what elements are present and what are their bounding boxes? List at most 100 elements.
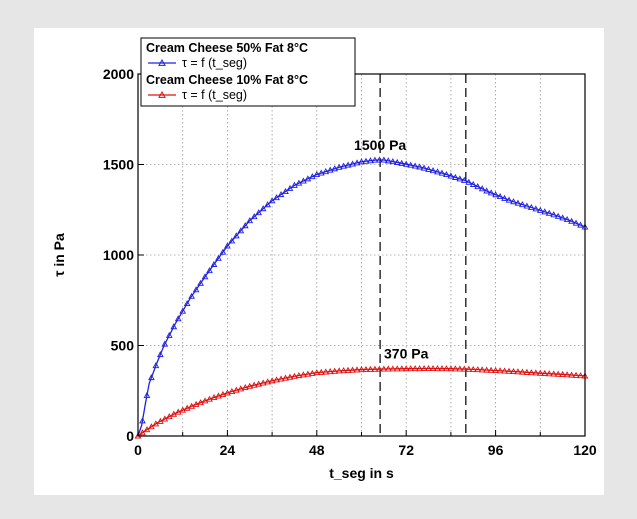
x-tick-label: 0 (134, 442, 142, 458)
data-point-marker (443, 365, 450, 372)
data-point-marker (353, 159, 361, 166)
data-point-marker (384, 157, 392, 164)
data-point-marker (170, 323, 178, 330)
data-point-marker (179, 307, 187, 314)
legend-series-sublabel: τ = f (t_seg) (182, 88, 247, 102)
data-point-marker (407, 365, 415, 372)
data-point-marker (407, 161, 415, 168)
data-point-marker (514, 368, 522, 375)
data-point-marker (331, 367, 339, 374)
data-point-marker (277, 375, 285, 382)
data-point-marker (344, 161, 352, 168)
data-point-marker (577, 372, 584, 379)
data-point-marker (358, 158, 365, 165)
data-point-marker (483, 366, 491, 373)
data-point-marker (192, 286, 200, 293)
data-point-marker (384, 365, 392, 372)
data-point-marker (174, 408, 182, 415)
data-point-marker (282, 374, 289, 381)
data-point-marker (188, 292, 196, 299)
data-point-marker (197, 279, 204, 286)
data-point-marker (188, 402, 196, 409)
data-point-marker (425, 165, 432, 172)
data-point-marker (523, 368, 531, 375)
data-point-marker (282, 187, 289, 194)
data-point-marker (308, 369, 316, 376)
data-point-marker (456, 365, 464, 372)
data-point-marker (326, 368, 334, 375)
data-point-marker (210, 260, 218, 267)
data-point-marker (268, 377, 276, 384)
data-point-marker (300, 371, 307, 378)
data-point-marker (362, 365, 370, 372)
data-point-marker (416, 365, 423, 372)
value-annotation: 1500 Pa (354, 137, 406, 153)
data-point-marker (460, 176, 468, 183)
data-point-marker (295, 372, 303, 379)
data-point-marker (246, 217, 254, 224)
data-point-marker (577, 221, 584, 228)
data-point-marker (402, 365, 410, 372)
data-point-marker (474, 366, 482, 373)
data-point-marker (362, 157, 370, 164)
data-point-marker (380, 156, 388, 163)
data-point-marker (192, 400, 200, 407)
data-point-marker (389, 158, 397, 165)
tick-layer: 0 24 48 72 96 120 0 500 1000 1500 2000 (103, 66, 597, 458)
data-point-marker (232, 232, 240, 239)
data-point-marker (519, 368, 526, 375)
y-tick-label: 1500 (103, 157, 134, 173)
data-point-marker (478, 185, 486, 192)
data-point-marker (460, 365, 468, 372)
annotation-layer: 1500 Pa 370 Pa (354, 137, 429, 362)
data-point-marker (527, 203, 535, 210)
data-point-marker (291, 372, 298, 379)
data-point-marker (148, 374, 155, 381)
data-point-marker (505, 196, 513, 203)
data-point-marker (487, 366, 495, 373)
data-point-marker (255, 209, 263, 216)
data-point-marker (273, 194, 280, 201)
y-tick-label: 2000 (103, 66, 134, 82)
data-point-marker (201, 397, 209, 404)
data-point-marker (456, 175, 464, 182)
data-point-marker (367, 365, 374, 372)
data-point-marker (255, 380, 263, 387)
data-point-marker (183, 299, 191, 307)
data-point-marker (563, 215, 571, 223)
data-point-marker (241, 384, 249, 391)
data-point-marker (295, 179, 303, 186)
data-point-marker (224, 389, 231, 396)
data-point-marker (510, 367, 517, 375)
legend-series-name: Cream Cheese 10% Fat 8°C (146, 73, 308, 87)
data-point-marker (438, 169, 446, 176)
data-point-marker (228, 387, 236, 394)
data-point-marker (429, 167, 437, 174)
chart-svg: 0 24 48 72 96 120 0 500 1000 1500 2000 1500 Pa 370 … (51, 37, 597, 481)
data-point-marker (411, 162, 419, 169)
data-point-marker (143, 391, 151, 398)
series-group (134, 156, 589, 439)
data-point-marker (447, 365, 455, 372)
data-point-marker (313, 369, 321, 376)
data-point-marker (496, 367, 504, 374)
data-point-marker (148, 423, 155, 430)
y-tick-label: 0 (126, 428, 134, 444)
data-point-marker (152, 362, 160, 369)
data-point-marker (545, 209, 553, 216)
data-point-marker (380, 365, 388, 372)
data-point-marker (322, 168, 330, 175)
data-point-marker (536, 206, 544, 213)
data-point-marker (550, 211, 558, 218)
data-point-marker (210, 393, 218, 401)
data-point-marker (291, 181, 298, 188)
data-point-marker (161, 340, 169, 347)
data-point-marker (344, 366, 352, 373)
chart-frame: 0 24 48 72 96 120 0 500 1000 1500 2000 1500 Pa 370 … (34, 28, 604, 495)
y-tick-label: 500 (111, 338, 135, 354)
data-point-marker (201, 273, 209, 280)
data-point-marker (393, 365, 401, 372)
data-point-marker (224, 242, 231, 249)
data-point-marker (465, 365, 473, 372)
data-point-marker (219, 248, 227, 255)
